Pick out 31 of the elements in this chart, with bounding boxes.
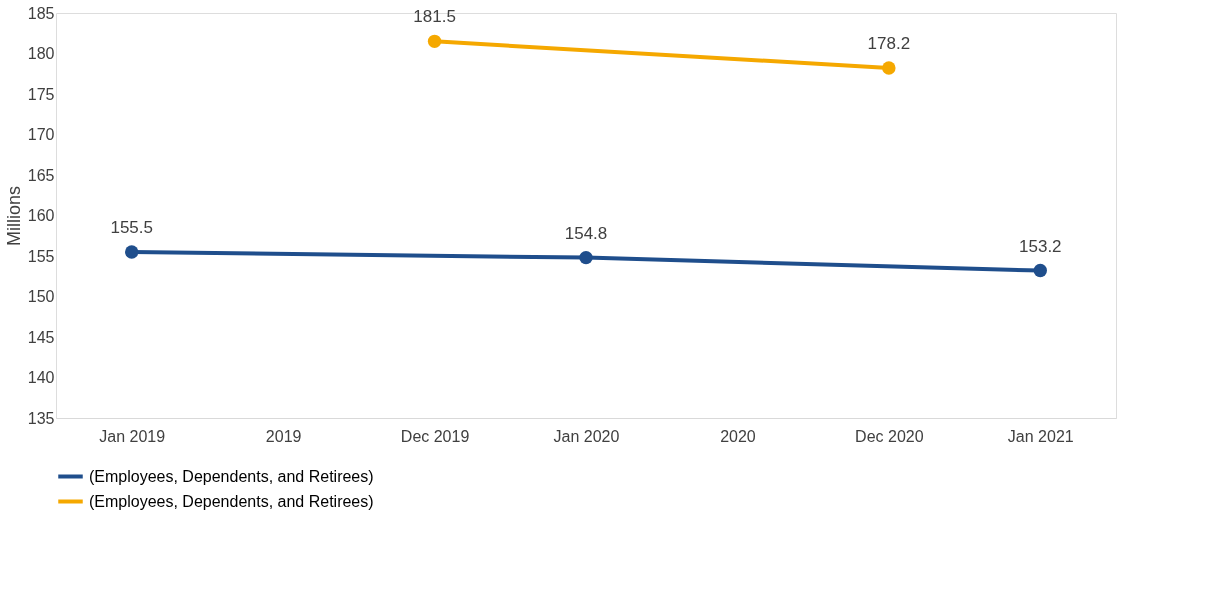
y-tick-label: 185 [27, 4, 55, 22]
y-tick-label: 175 [27, 85, 55, 103]
y-tick-label: 160 [27, 207, 55, 224]
x-tick-label: Jan 2019 [99, 427, 166, 445]
data-label: 178.2 [867, 34, 911, 54]
data-label: 154.8 [564, 223, 608, 243]
y-tick-label: 150 [27, 288, 55, 305]
data-label: 181.5 [413, 7, 456, 27]
x-tick-label: Dec 2019 [400, 427, 470, 445]
y-tick-label: 180 [27, 45, 55, 62]
y-tick-label: 135 [27, 409, 55, 427]
x-tick-label: Jan 2021 [1007, 427, 1074, 445]
point [882, 61, 896, 75]
y-tick-label: 155 [27, 247, 55, 265]
point [579, 250, 593, 265]
point [427, 34, 442, 49]
point [125, 245, 139, 259]
x-tick-label: Dec 2020 [855, 427, 924, 445]
y-tick-label: 140 [27, 369, 55, 386]
y-tick-label: 165 [27, 166, 55, 184]
data-label: 153.2 [1019, 236, 1062, 256]
x-tick-label: 2020 [720, 427, 756, 445]
legend-label: (Employees, Dependents, and Retirees) [89, 467, 374, 485]
point [1033, 263, 1047, 278]
legend-label: (Employees, Dependents, and Retirees) [89, 492, 374, 510]
data-label: 155.5 [110, 217, 153, 237]
y-tick-label: 170 [27, 126, 55, 143]
y-axis-title: Millions [3, 185, 24, 247]
x-tick-label: 2019 [265, 427, 302, 445]
x-tick-label: Jan 2020 [553, 427, 620, 445]
y-tick-label: 145 [27, 328, 55, 346]
